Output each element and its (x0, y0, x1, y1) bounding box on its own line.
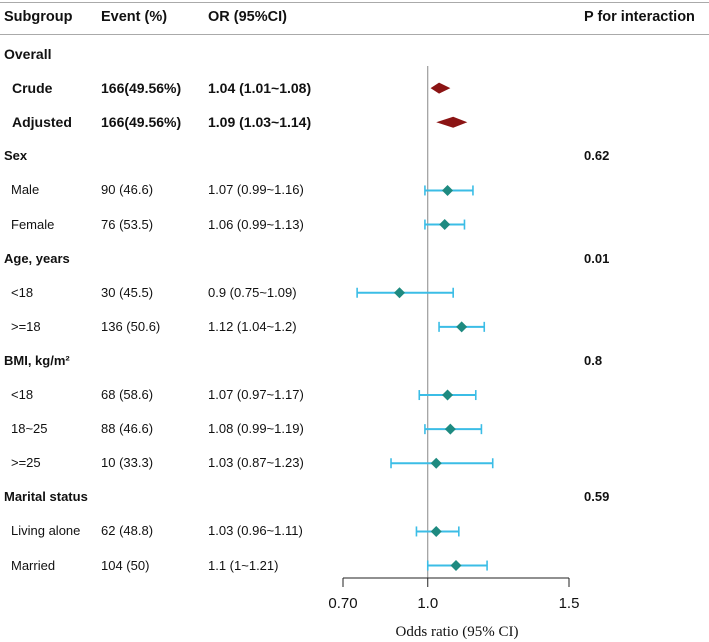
table-row: Living alone 62 (48.8) 1.03 (0.96~1.11) (0, 514, 709, 548)
x-tick-label: 1.5 (559, 595, 580, 612)
header-top-rule (0, 2, 709, 3)
event-value: 136 (50.6) (101, 318, 161, 334)
subgroup-label: Sex (4, 148, 28, 164)
or-ci-value: 1.08 (0.99~1.19) (208, 421, 304, 437)
overall-diamond-crude (430, 82, 451, 94)
table-row: Female 76 (53.5) 1.06 (0.99~1.13) (0, 208, 709, 242)
event-value: 90 (46.6) (101, 182, 154, 198)
subgroup-label: Living alone (11, 523, 81, 539)
event-value: 76 (53.5) (101, 216, 154, 232)
or-ci-value: 1.06 (0.99~1.13) (208, 216, 304, 232)
p-interaction-value: 0.8 (584, 352, 603, 368)
or-point-marker (394, 287, 405, 299)
or-point-marker (442, 184, 454, 196)
subgroup-label: Age, years (4, 250, 70, 266)
overall-diamond-adjusted (436, 116, 468, 128)
table-row: >=18 136 (50.6) 1.12 (1.04~1.2) (0, 310, 709, 344)
subgroup-label: Adjusted (12, 114, 72, 131)
or-ci-value: 1.09 (1.03~1.14) (208, 114, 312, 131)
event-value: 68 (58.6) (101, 387, 154, 402)
group-row: BMI, kg/m² 0.8 (0, 344, 709, 378)
or-ci-value: 1.03 (0.96~1.11) (208, 523, 303, 539)
group-row: Age, years 0.01 (0, 242, 709, 276)
header-subgroup: Subgroup (4, 9, 73, 25)
p-interaction-value: 0.01 (584, 250, 610, 266)
table-row: <18 30 (45.5) 0.9 (0.75~1.09) (0, 276, 709, 310)
subgroup-label: Male (11, 182, 40, 198)
event-value: 62 (48.8) (101, 523, 154, 539)
event-value: 166(49.56%) (101, 80, 182, 97)
subgroup-label: Overall (4, 46, 52, 62)
event-value: 30 (45.5) (101, 284, 154, 300)
subgroup-label: Crude (12, 80, 53, 97)
subgroup-label: 18~25 (11, 421, 48, 437)
subgroup-label: <18 (11, 284, 34, 300)
header-event: Event (%) (101, 9, 168, 25)
table-row: Adjusted 166(49.56%) 1.09 (1.03~1.14) (0, 105, 709, 139)
or-point-marker (430, 457, 442, 469)
subgroup-label: >=25 (11, 455, 41, 471)
subgroup-label: Marital status (4, 489, 88, 505)
or-ci-value: 1.1 (1~1.21) (208, 557, 279, 573)
subgroup-label: Female (11, 216, 55, 232)
table-row: >=25 10 (33.3) 1.03 (0.87~1.23) (0, 446, 709, 480)
header-or: OR (95%CI) (208, 9, 287, 25)
event-value: 88 (46.6) (101, 421, 154, 437)
table-row: Male 90 (46.6) 1.07 (0.99~1.16) (0, 173, 709, 207)
p-interaction-value: 0.62 (584, 148, 610, 164)
x-tick-label: 1.0 (417, 595, 438, 612)
or-ci-value: 1.07 (0.99~1.16) (208, 182, 304, 198)
header-bottom-rule (0, 34, 709, 35)
or-point-marker (442, 389, 454, 401)
or-ci-value: 1.03 (0.87~1.23) (208, 455, 304, 471)
or-point-marker (444, 423, 456, 435)
p-interaction-value: 0.59 (584, 489, 610, 505)
or-ci-value: 1.04 (1.01~1.08) (208, 80, 312, 97)
or-point-marker (430, 525, 442, 537)
subgroup-label: >=18 (11, 318, 41, 334)
group-row: Overall (0, 37, 709, 71)
subgroup-label: <18 (11, 387, 34, 402)
x-tick-label: 0.70 (328, 595, 357, 612)
header-p-interaction: P for interaction (584, 9, 695, 25)
x-axis-label: Odds ratio (95% CI) (396, 624, 519, 640)
table-row: Married 104 (50) 1.1 (1~1.21) (0, 549, 709, 583)
or-ci-value: 0.9 (0.75~1.09) (208, 284, 297, 300)
event-value: 104 (50) (101, 557, 150, 573)
event-value: 166(49.56%) (101, 114, 182, 131)
event-value: 10 (33.3) (101, 455, 154, 471)
subgroup-label: Married (11, 557, 56, 573)
or-ci-value: 1.12 (1.04~1.2) (208, 318, 297, 334)
or-point-marker (439, 219, 451, 231)
subgroup-label: BMI, kg/m² (4, 352, 70, 368)
table-row: 18~25 88 (46.6) 1.08 (0.99~1.19) (0, 412, 709, 446)
or-point-marker (456, 321, 468, 333)
or-point-marker (450, 560, 462, 572)
group-row: Marital status 0.59 (0, 480, 709, 514)
table-row: <18 68 (58.6) 1.07 (0.97~1.17) (0, 378, 709, 412)
table-row: Crude 166(49.56%) 1.04 (1.01~1.08) (0, 71, 709, 105)
group-row: Sex 0.62 (0, 139, 709, 173)
or-ci-value: 1.07 (0.97~1.17) (208, 387, 304, 402)
